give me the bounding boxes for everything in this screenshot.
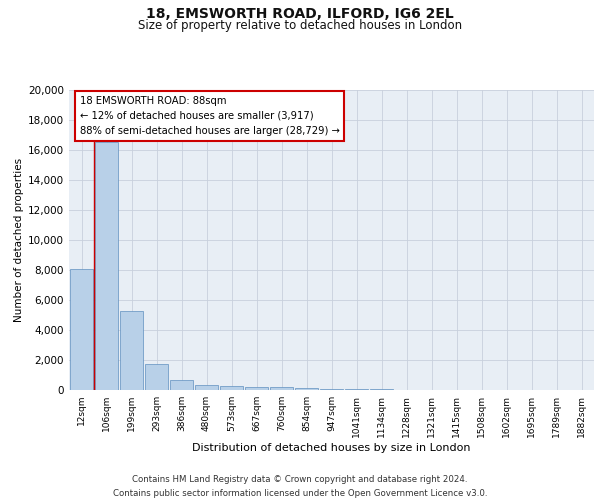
Bar (345, 389, 368, 390)
Bar (320, 388, 343, 390)
Bar (195, 385, 218, 390)
Bar (70, 268, 93, 390)
Y-axis label: Number of detached properties: Number of detached properties (14, 158, 24, 322)
Bar (120, 310, 143, 390)
Bar (220, 386, 243, 390)
Text: Contains HM Land Registry data © Crown copyright and database right 2024.
Contai: Contains HM Land Registry data © Crown c… (113, 476, 487, 498)
Bar (295, 388, 318, 390)
Text: 18, EMSWORTH ROAD, ILFORD, IG6 2EL: 18, EMSWORTH ROAD, ILFORD, IG6 2EL (146, 8, 454, 22)
Bar (170, 380, 193, 390)
Bar (245, 386, 268, 390)
Text: 18 EMSWORTH ROAD: 88sqm
← 12% of detached houses are smaller (3,917)
88% of semi: 18 EMSWORTH ROAD: 88sqm ← 12% of detache… (79, 96, 340, 136)
Bar (270, 387, 293, 390)
Text: Size of property relative to detached houses in London: Size of property relative to detached ho… (138, 19, 462, 32)
Bar (145, 364, 168, 390)
Bar (95, 142, 118, 390)
X-axis label: Distribution of detached houses by size in London: Distribution of detached houses by size … (192, 442, 471, 452)
